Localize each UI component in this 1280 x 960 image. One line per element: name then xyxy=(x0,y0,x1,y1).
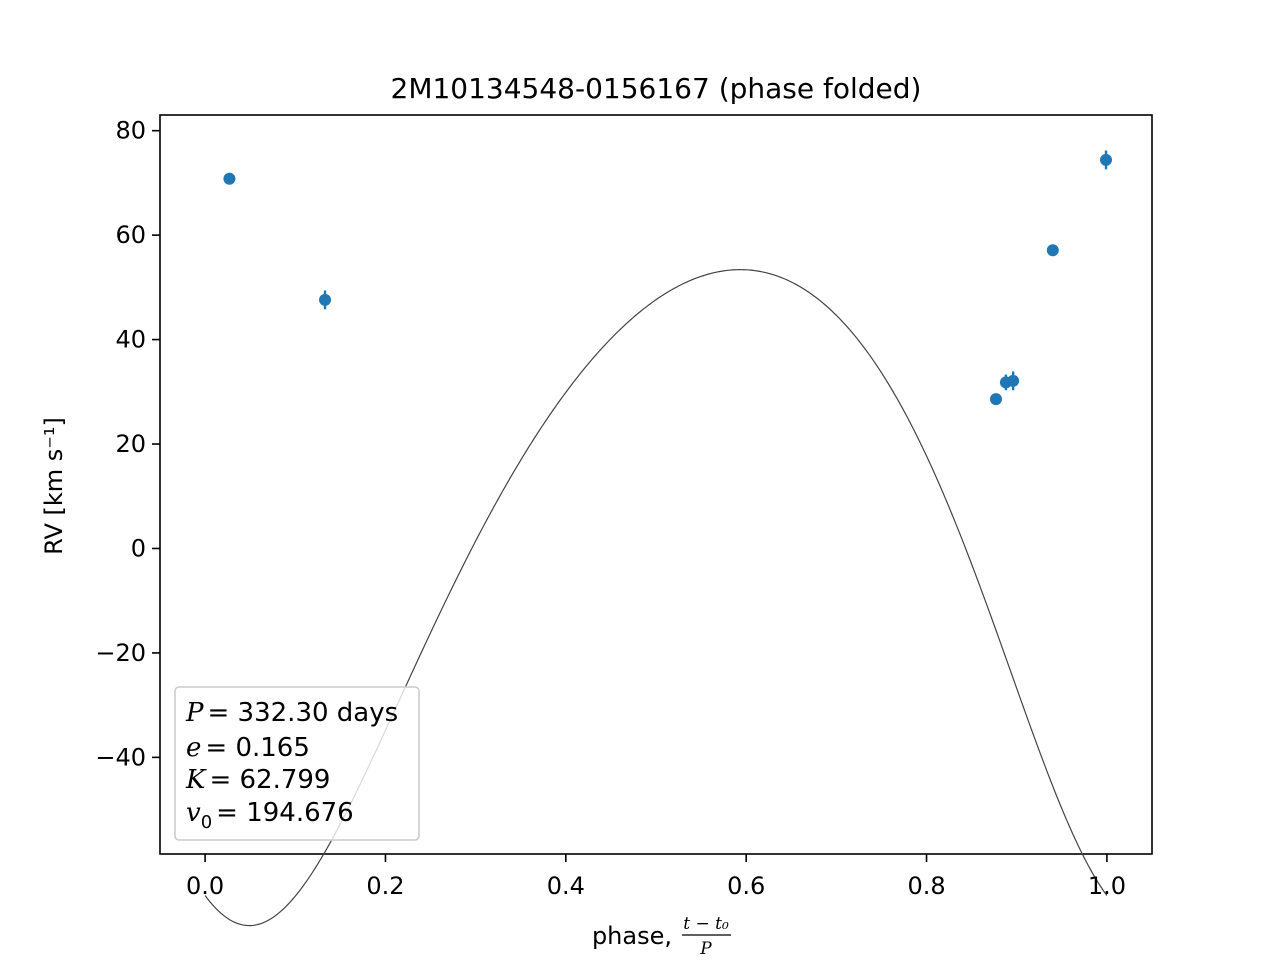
legend-line-period: P = 332.30 days xyxy=(185,698,398,728)
y-axis-label: RV [km s⁻¹] xyxy=(40,417,68,555)
data-point xyxy=(1100,150,1113,170)
data-points xyxy=(223,150,1113,406)
data-point xyxy=(319,290,332,310)
legend-line-eccentricity: e = 0.165 xyxy=(186,733,310,763)
y-tick-label: 40 xyxy=(115,326,146,354)
point-marker xyxy=(989,393,1002,406)
x-label-fraction-denominator: P xyxy=(699,939,712,959)
x-tick-label: 0.6 xyxy=(727,872,765,900)
data-point xyxy=(989,393,1002,406)
x-axis-label-text: phase, xyxy=(592,922,672,950)
legend-box xyxy=(174,686,420,841)
data-point xyxy=(1046,244,1059,257)
x-tick-label: 0.8 xyxy=(907,872,945,900)
y-tick-label: −40 xyxy=(95,743,146,771)
legend-value-eccentricity: = 0.165 xyxy=(205,733,309,763)
y-tick-label: 60 xyxy=(115,221,146,249)
legend-subscript-systemic-velocity: 0 xyxy=(201,812,212,833)
x-label-fraction-numerator: t − t₀ xyxy=(683,914,729,934)
plot-frame xyxy=(159,114,1153,855)
y-tick-label: 0 xyxy=(131,534,146,562)
point-marker xyxy=(1100,153,1113,166)
y-tick-label: 80 xyxy=(115,117,146,145)
point-marker xyxy=(223,172,236,185)
point-marker xyxy=(319,293,332,306)
data-point xyxy=(1007,371,1020,391)
legend-line-systemic-velocity: v0 = 194.676 xyxy=(186,798,354,833)
y-tick-label: 20 xyxy=(115,430,146,458)
legend-value-amplitude: = 62.799 xyxy=(209,765,330,795)
y-tick-label: −20 xyxy=(95,639,146,667)
plot-area xyxy=(159,114,1153,927)
chart-title: 2M10134548-0156167 (phase folded) xyxy=(391,72,922,105)
point-marker xyxy=(1046,244,1059,257)
legend-symbol-systemic-velocity: v xyxy=(186,798,201,828)
x-axis: 0.0 0.2 0.4 0.6 0.8 1.0 xyxy=(186,854,1126,900)
legend-line-amplitude: K = 62.799 xyxy=(185,765,330,795)
legend-symbol-period: P xyxy=(185,698,204,728)
x-tick-label: 0.4 xyxy=(547,872,585,900)
x-axis-label: phase, t − t₀ P xyxy=(592,914,731,959)
legend-symbol-amplitude: K xyxy=(185,765,207,795)
legend-value-period: = 332.30 days xyxy=(208,698,399,728)
legend-symbol-eccentricity: e xyxy=(186,733,201,763)
x-tick-label: 1.0 xyxy=(1088,872,1126,900)
data-point xyxy=(223,172,236,185)
x-tick-label: 0.0 xyxy=(186,872,224,900)
parameter-legend: P = 332.30 days e = 0.165 K = 62.799 v0 = 19… xyxy=(174,686,420,841)
point-marker xyxy=(1007,374,1020,387)
y-axis: −40 −20 0 20 40 60 80 xyxy=(95,117,160,771)
x-tick-label: 0.2 xyxy=(366,872,404,900)
legend-value-systemic-velocity: = 194.676 xyxy=(216,798,354,828)
